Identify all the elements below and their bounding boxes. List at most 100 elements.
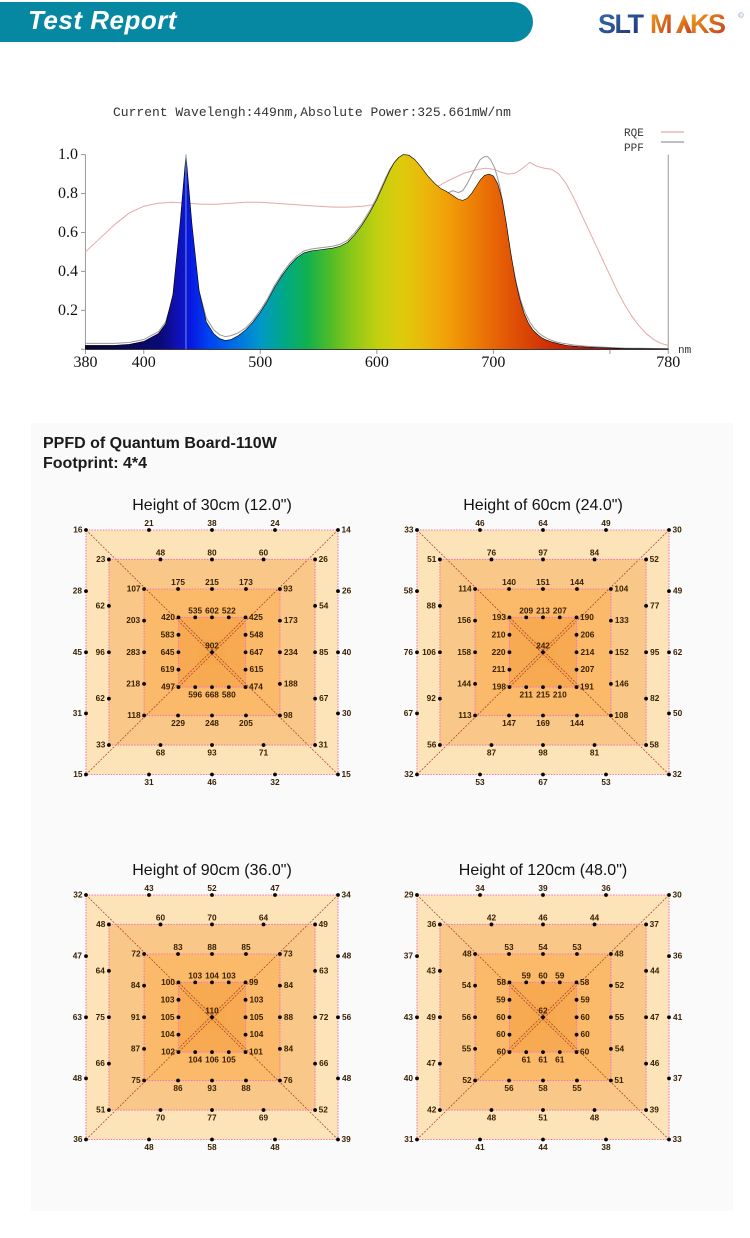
svg-text:26: 26 <box>342 586 352 596</box>
svg-text:535: 535 <box>188 605 202 615</box>
svg-text:210: 210 <box>553 690 567 700</box>
svg-text:49: 49 <box>601 518 611 528</box>
svg-text:59: 59 <box>522 970 532 980</box>
svg-text:47: 47 <box>270 883 280 893</box>
svg-text:58: 58 <box>650 740 660 750</box>
svg-text:173: 173 <box>239 577 253 587</box>
svg-text:59: 59 <box>581 994 591 1004</box>
svg-text:KS: KS <box>690 9 725 39</box>
svg-text:70: 70 <box>156 1113 166 1123</box>
svg-text:583: 583 <box>161 629 175 639</box>
svg-text:380: 380 <box>73 354 97 371</box>
svg-text:103: 103 <box>250 994 264 1004</box>
svg-text:48: 48 <box>590 1113 600 1123</box>
svg-text:60: 60 <box>259 547 269 557</box>
svg-text:108: 108 <box>614 710 628 720</box>
svg-text:75: 75 <box>96 1012 106 1022</box>
svg-text:548: 548 <box>250 629 264 639</box>
svg-text:175: 175 <box>171 577 185 587</box>
svg-text:39: 39 <box>650 1105 660 1115</box>
svg-text:211: 211 <box>520 690 534 700</box>
svg-text:42: 42 <box>427 1105 437 1115</box>
svg-text:60: 60 <box>580 1047 590 1057</box>
svg-text:45: 45 <box>73 647 83 657</box>
svg-text:207: 207 <box>581 664 595 674</box>
svg-text:43: 43 <box>404 1012 414 1022</box>
svg-text:37: 37 <box>673 1073 683 1083</box>
svg-text:400: 400 <box>132 354 156 371</box>
svg-text:188: 188 <box>284 678 298 688</box>
svg-text:62: 62 <box>538 1005 548 1015</box>
svg-text:80: 80 <box>207 547 217 557</box>
svg-text:151: 151 <box>536 577 550 587</box>
svg-text:42: 42 <box>487 912 497 922</box>
svg-text:28: 28 <box>73 586 83 596</box>
svg-text:0.6: 0.6 <box>58 224 78 241</box>
svg-text:43: 43 <box>427 965 437 975</box>
svg-text:62: 62 <box>673 647 683 657</box>
svg-text:23: 23 <box>96 554 106 564</box>
svg-text:209: 209 <box>519 605 533 615</box>
svg-text:64: 64 <box>538 518 548 528</box>
svg-text:103: 103 <box>188 970 202 980</box>
svg-text:88: 88 <box>284 1012 294 1022</box>
svg-text:52: 52 <box>462 1075 472 1085</box>
svg-text:53: 53 <box>504 942 514 952</box>
svg-text:33: 33 <box>96 740 106 750</box>
svg-text:497: 497 <box>161 682 175 692</box>
svg-text:46: 46 <box>650 1058 660 1068</box>
svg-text:54: 54 <box>538 942 548 952</box>
svg-text:95: 95 <box>650 647 660 657</box>
svg-text:39: 39 <box>342 1134 352 1144</box>
svg-text:104: 104 <box>614 583 628 593</box>
svg-text:211: 211 <box>492 664 506 674</box>
svg-text:93: 93 <box>207 748 217 758</box>
svg-text:48: 48 <box>270 1142 280 1152</box>
svg-text:55: 55 <box>615 1012 625 1022</box>
svg-text:nm: nm <box>678 345 692 357</box>
svg-text:24: 24 <box>270 518 280 528</box>
svg-text:31: 31 <box>404 1134 414 1144</box>
svg-text:105: 105 <box>250 1012 264 1022</box>
svg-text:M: M <box>650 9 671 39</box>
svg-text:60: 60 <box>581 1012 591 1022</box>
svg-text:76: 76 <box>487 547 497 557</box>
svg-text:84: 84 <box>590 547 600 557</box>
svg-text:580: 580 <box>222 690 236 700</box>
svg-text:55: 55 <box>462 1043 472 1053</box>
svg-text:0.4: 0.4 <box>58 263 78 280</box>
svg-text:36: 36 <box>73 1134 83 1144</box>
svg-text:602: 602 <box>205 605 219 615</box>
svg-text:93: 93 <box>207 1083 217 1093</box>
svg-text:46: 46 <box>475 518 485 528</box>
svg-text:36: 36 <box>427 919 437 929</box>
svg-text:30: 30 <box>342 708 352 718</box>
svg-text:193: 193 <box>492 612 506 622</box>
svg-text:169: 169 <box>536 718 550 728</box>
svg-text:72: 72 <box>319 1012 329 1022</box>
svg-text:40: 40 <box>342 647 352 657</box>
svg-text:213: 213 <box>536 605 550 615</box>
svg-text:50: 50 <box>673 708 683 718</box>
svg-text:596: 596 <box>188 690 202 700</box>
svg-text:113: 113 <box>458 710 472 720</box>
svg-text:60: 60 <box>538 970 548 980</box>
svg-text:87: 87 <box>487 748 497 758</box>
svg-text:68: 68 <box>156 748 166 758</box>
svg-text:67: 67 <box>319 693 329 703</box>
svg-text:44: 44 <box>538 1142 548 1152</box>
svg-text:48: 48 <box>487 1113 497 1123</box>
svg-text:31: 31 <box>144 777 154 787</box>
svg-text:52: 52 <box>319 1105 329 1115</box>
svg-text:191: 191 <box>580 682 594 692</box>
svg-text:156: 156 <box>457 615 471 625</box>
svg-text:31: 31 <box>73 708 83 718</box>
svg-text:37: 37 <box>650 919 660 929</box>
svg-text:103: 103 <box>161 994 175 1004</box>
svg-text:474: 474 <box>249 682 263 692</box>
svg-text:218: 218 <box>126 678 140 688</box>
svg-text:105: 105 <box>161 1012 175 1022</box>
svg-text:60: 60 <box>496 1012 506 1022</box>
svg-text:61: 61 <box>538 1055 548 1065</box>
svg-text:34: 34 <box>342 890 352 900</box>
